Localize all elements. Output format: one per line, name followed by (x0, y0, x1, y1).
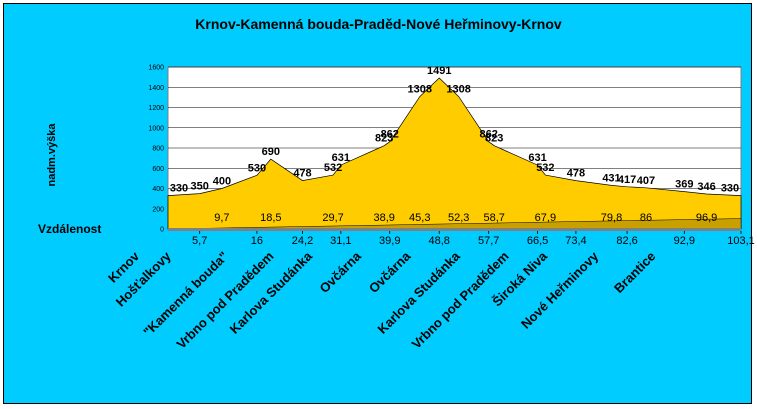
distance-label: 67,9 (535, 212, 556, 224)
altitude-label: 417 (618, 174, 636, 186)
y-tick-label: 0 (160, 227, 164, 234)
y-tick-label: 400 (152, 186, 164, 193)
place-label: Karlova Studánka (375, 248, 464, 337)
y-tick-label: 1400 (148, 85, 164, 92)
place-label: Ovčárna (366, 248, 414, 296)
x-tick-label: 92,9 (674, 235, 695, 247)
y-tick-label: 800 (152, 146, 164, 153)
altitude-label: 346 (697, 181, 715, 193)
y-tick-label: 600 (152, 166, 164, 173)
x-tick-label: 103,1 (727, 235, 755, 247)
x-tick-label: 66,5 (527, 235, 548, 247)
y-axis-label: nadm.výška (46, 123, 58, 187)
distance-label: 86 (640, 212, 652, 224)
y-tick-label: 1000 (148, 125, 164, 132)
y-tick-label: 1200 (148, 105, 164, 112)
altitude-label: 478 (293, 168, 311, 180)
distance-label: 58,7 (484, 212, 505, 224)
altitude-label: 478 (567, 168, 585, 180)
altitude-label: 862 (480, 129, 498, 141)
altitude-label: 532 (536, 162, 554, 174)
y-tick-label: 200 (152, 206, 164, 213)
distance-label: 52,3 (448, 212, 469, 224)
x-tick-label: 16 (251, 235, 263, 247)
altitude-label: 330 (721, 183, 739, 195)
x-tick-label: 48,8 (429, 235, 450, 247)
distance-label: 45,3 (409, 212, 430, 224)
altitude-label: 631 (332, 152, 350, 164)
altitude-label: 530 (248, 162, 266, 174)
row-label: Vzdálenost (38, 222, 101, 236)
distance-label: 96,9 (696, 212, 717, 224)
x-tick-label: 57,7 (478, 235, 499, 247)
distance-label: 18,5 (260, 212, 281, 224)
altitude-label: 1308 (446, 84, 470, 96)
altitude-label: 690 (262, 146, 280, 158)
distance-label: 9,7 (214, 212, 229, 224)
distance-label: 38,9 (373, 212, 394, 224)
altitude-label: 330 (170, 183, 188, 195)
altitude-label: 369 (675, 179, 693, 191)
altitude-label: 1491 (427, 65, 451, 77)
distance-label: 29,7 (322, 212, 343, 224)
y-tick-label: 1600 (148, 65, 164, 72)
altitude-label: 1308 (408, 84, 432, 96)
x-tick-label: 73,4 (565, 235, 586, 247)
altitude-label: 350 (190, 181, 208, 193)
distance-label: 79,8 (601, 212, 622, 224)
altitude-label: 431 (602, 172, 620, 184)
baseline-floor (168, 228, 741, 231)
x-tick-label: 82,6 (616, 235, 637, 247)
altitude-area (167, 77, 742, 230)
x-tick-label: 5,7 (192, 235, 207, 247)
altitude-label: 631 (528, 152, 546, 164)
x-tick-label: 39,9 (379, 235, 400, 247)
altitude-label: 400 (213, 176, 231, 188)
distance-area (167, 218, 742, 230)
altitude-label: 532 (324, 162, 342, 174)
altitude-label: 823 (485, 133, 503, 145)
place-label: Brantice (611, 249, 658, 296)
x-tick-label: 31,1 (330, 235, 351, 247)
altitude-label: 407 (637, 175, 655, 187)
place-label: Ovčárna (316, 248, 364, 296)
altitude-label: 823 (375, 133, 393, 145)
x-tick-label: 24,2 (292, 235, 313, 247)
chart-title: Krnov-Kamenná bouda-Praděd-Nové Heřminov… (195, 16, 562, 32)
altitude-label: 862 (381, 129, 399, 141)
